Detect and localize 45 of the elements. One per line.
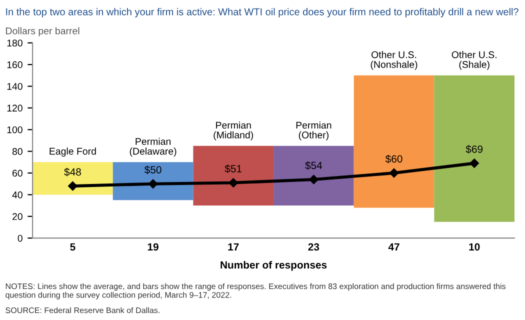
annotation: Permian (Delaware) [130, 138, 176, 157]
data-label: $69 [466, 145, 483, 154]
bar [112, 162, 194, 200]
y-tick-label: 40 [12, 191, 22, 198]
x-tick-label: 17 [228, 243, 239, 250]
y-tick-label: 100 [7, 126, 22, 134]
y-tick-label: 60 [12, 170, 22, 177]
y-tick-label: 0 [18, 234, 22, 242]
point [68, 181, 78, 191]
y-axis-title: Dollars per barrel [6, 27, 80, 36]
point [148, 179, 158, 188]
x-axis-title: Number of responses [220, 260, 327, 271]
x-tick-label: 23 [308, 243, 320, 251]
annotation: Other U.S. (Nonshale) [370, 51, 418, 70]
data-label: $48 [64, 168, 81, 176]
x-tick-label: 10 [469, 243, 480, 251]
point [389, 168, 399, 178]
bar [274, 146, 354, 206]
y-tick-label: 80 [12, 148, 22, 155]
bar [434, 75, 514, 222]
y-tick-label: 20 [12, 213, 22, 220]
point [228, 178, 238, 188]
chart-title: In the top two areas in which your firm is active: What WTI oil price does your firm need to profitably drill a new well? [6, 8, 518, 18]
y-tick-label: 120 [7, 104, 22, 112]
annotation: Permian (Midland) [214, 122, 254, 140]
x-tick-label: 19 [148, 243, 158, 251]
y-tick-label: 180 [7, 40, 22, 46]
bar [32, 162, 113, 195]
bar [354, 75, 434, 208]
annotation: Other U.S. (Shale) [452, 51, 496, 70]
point [309, 174, 318, 184]
source-note: SOURCE: Federal Reserve Bank of Dallas. [6, 307, 160, 314]
data-label: $50 [144, 166, 162, 174]
data-label: $54 [305, 161, 322, 170]
x-tick-label: 5 [70, 243, 76, 251]
x-tick-label: 47 [388, 243, 400, 250]
bar [193, 146, 274, 206]
y-tick-label: 160 [7, 61, 22, 68]
y-tick-label: 140 [7, 82, 22, 90]
text: NOTES: Lines show the average, and bars show the range of responses. Executives from 83 exploration and production firms answered this question during the survey collection period, March 9–17, 2022. [6, 283, 506, 300]
annotation: Eagle Ford [50, 148, 96, 157]
point [470, 158, 479, 168]
data-label: $60 [385, 154, 402, 164]
data-label: $51 [224, 164, 242, 173]
annotation: Permian (Other) [296, 122, 332, 140]
